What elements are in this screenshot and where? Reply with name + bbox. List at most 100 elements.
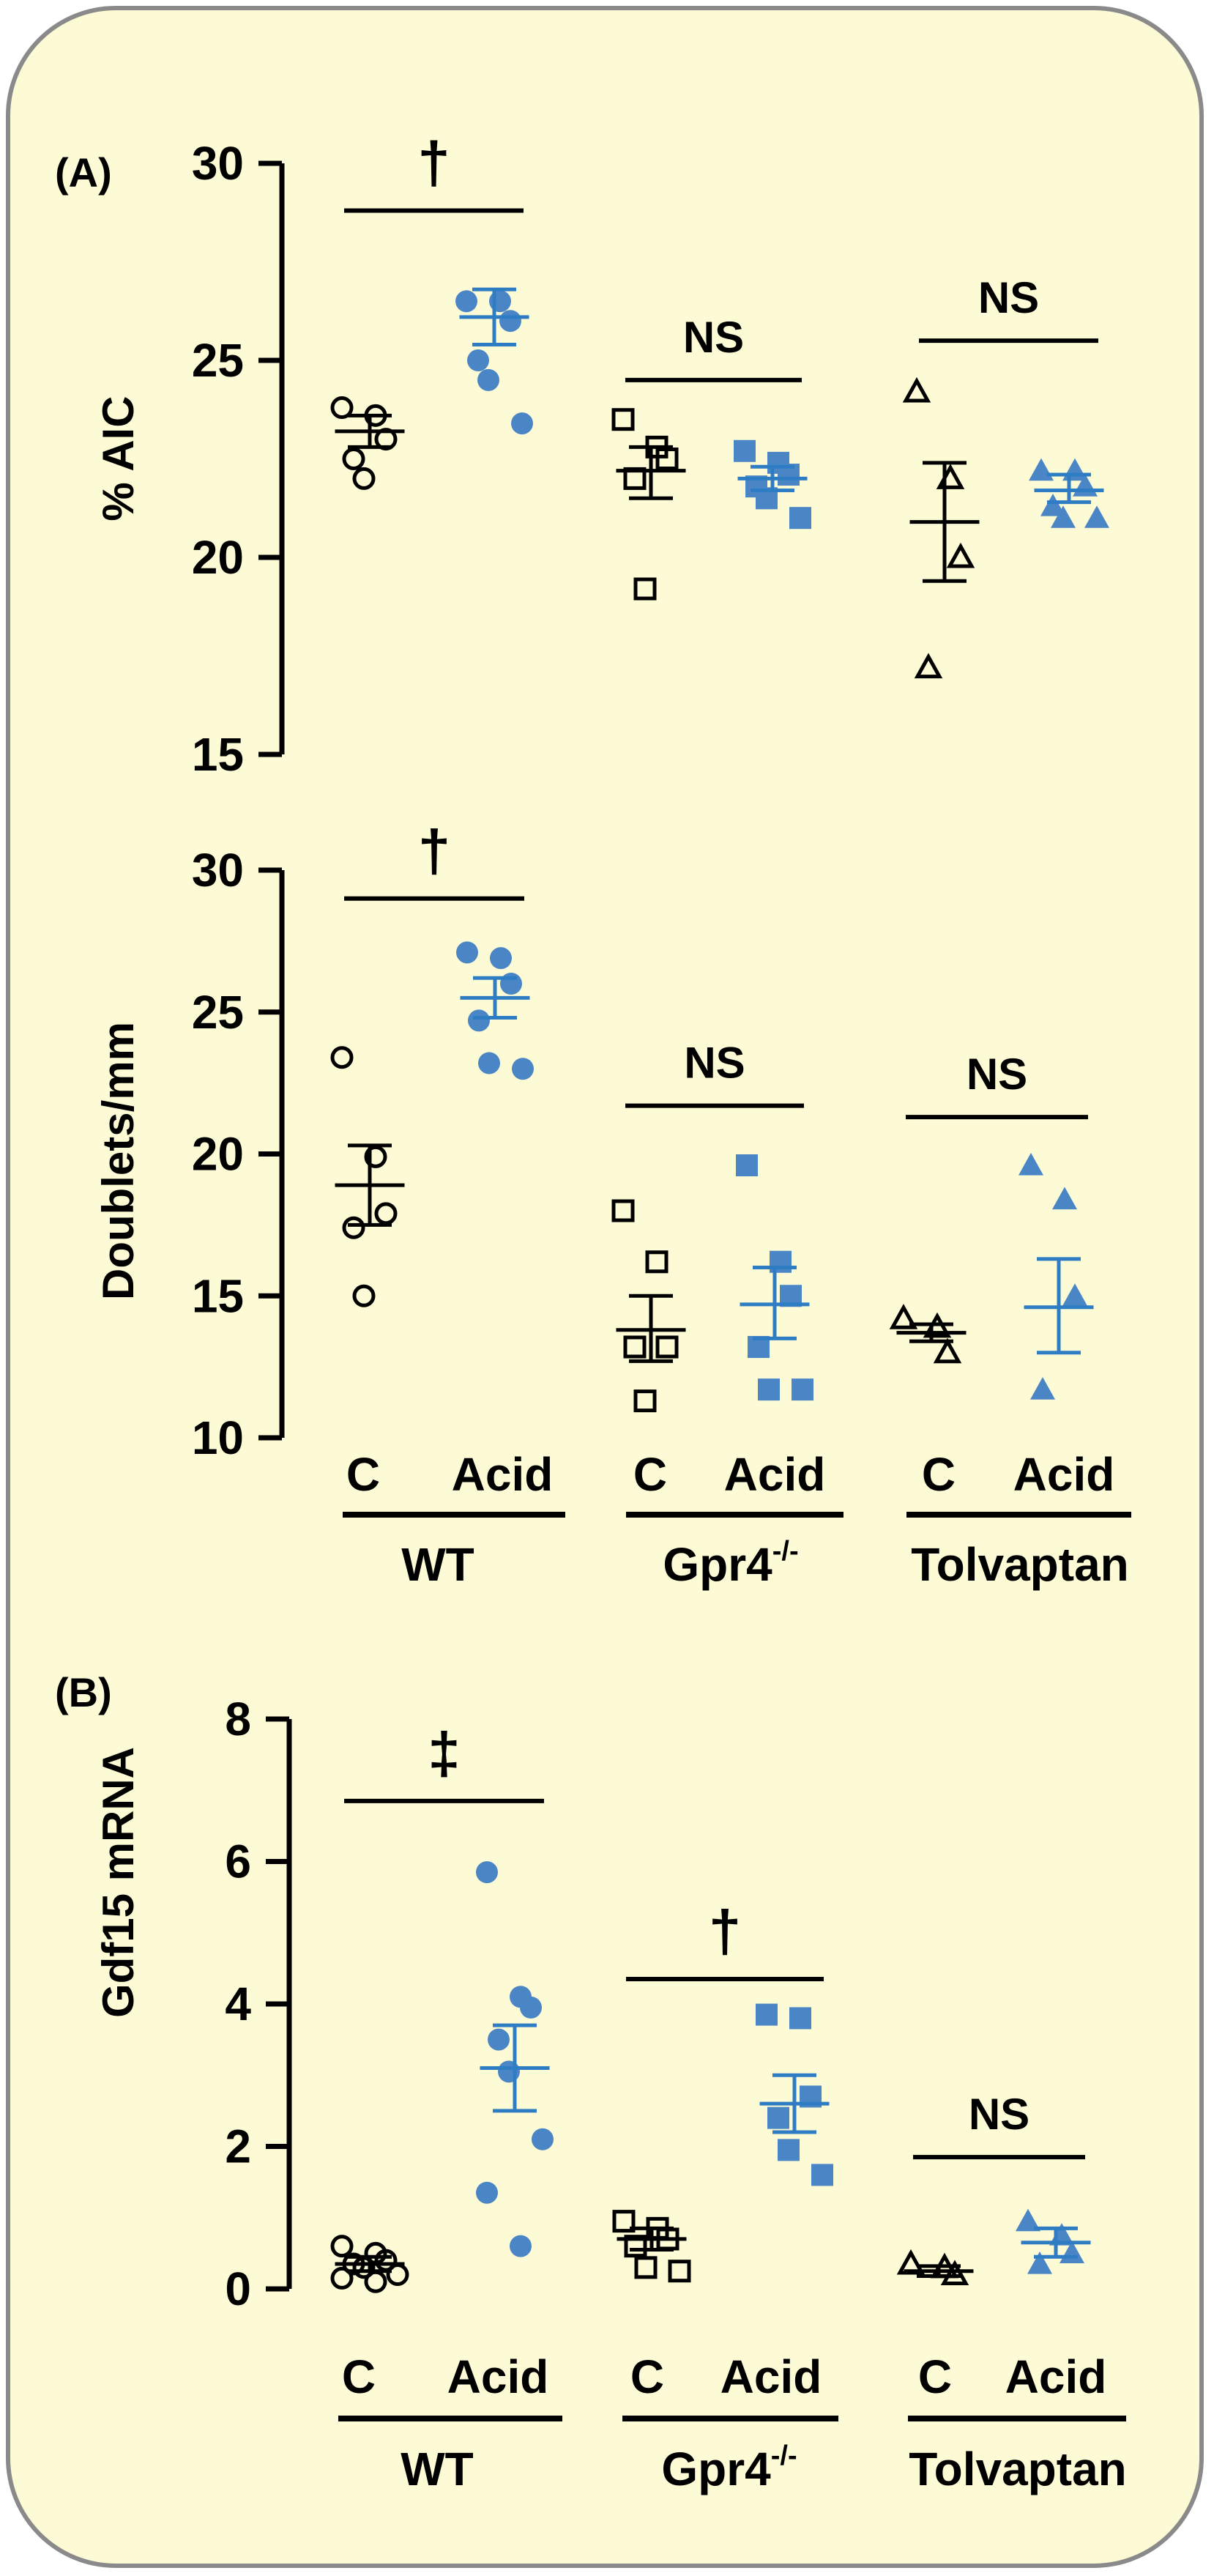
data-point-wt-acid: [478, 1052, 500, 1074]
data-point-wt-acid: [500, 973, 522, 995]
condition-label-acid-gpr4-b: Acid: [720, 2350, 822, 2403]
data-point-gpr4-c: [623, 1335, 647, 1359]
data-point-wt-acid: [511, 412, 533, 435]
significance-label-gpr4: †: [709, 1898, 742, 1964]
group-label-wt: WT: [401, 1538, 474, 1591]
data-point-wt-acid: [477, 368, 499, 391]
data-point-tolvaptan-acid: [1062, 1283, 1087, 1306]
data-point-tolvaptan-acid: [1052, 1187, 1077, 1210]
data-point-tolvaptan-c: [902, 376, 931, 403]
data-point-gpr4-acid: [758, 1378, 780, 1401]
panel-label-b: (B): [55, 1669, 112, 1715]
data-point-wt-acid: [476, 2181, 498, 2204]
data-point-wt-c: [330, 1046, 354, 1069]
condition-label-acid-wt: Acid: [452, 1448, 554, 1501]
condition-label-acid-tolvaptan: Acid: [1013, 1448, 1115, 1501]
data-point-gpr4-acid: [789, 2007, 811, 2030]
data-point-gpr4-acid: [792, 1378, 813, 1401]
data-point-wt-c: [374, 1202, 398, 1225]
data-point-gpr4-acid: [778, 2139, 800, 2161]
y-tick-label-4: 4: [225, 1978, 251, 2030]
significance-label-wt: †: [417, 130, 450, 196]
data-point-gpr4-c: [633, 1389, 657, 1413]
data-point-wt-acid: [510, 2235, 532, 2257]
significance-label-tolvaptan: NS: [978, 273, 1039, 322]
significance-label-gpr4: NS: [684, 1039, 745, 1088]
data-point-gpr4-c: [655, 448, 679, 470]
data-point-gpr4-c: [611, 1199, 635, 1222]
data-point-tolvaptan-c: [946, 542, 975, 568]
y-tick-label-30: 30: [192, 137, 244, 190]
y-tick-label-10: 10: [192, 1411, 244, 1464]
significance-label-gpr4: NS: [683, 313, 744, 362]
data-point-wt-acid: [488, 2028, 510, 2051]
group-label-gpr4-b-text: Gpr4: [661, 2443, 771, 2495]
category-labels-top: C Acid WT C Acid Gpr4-/- C Acid Tolvapta…: [343, 1448, 1131, 1591]
group-label-tolvaptan: Tolvaptan: [911, 1538, 1129, 1591]
data-point-tolvaptan-c: [889, 1304, 918, 1329]
condition-label-acid-wt-b: Acid: [447, 2350, 549, 2403]
data-point-wt-acid: [499, 310, 521, 333]
data-point-gpr4-c: [668, 2260, 691, 2283]
group-label-gpr4-b: Gpr4-/-: [661, 2440, 797, 2495]
y-axis-title-aic: % AIC: [94, 396, 143, 521]
data-point-tolvaptan-acid: [1030, 1377, 1055, 1400]
data-point-wt-c: [364, 2270, 387, 2293]
data-point-wt-acid: [455, 290, 477, 313]
group-label-gpr4-text: Gpr4: [663, 1538, 772, 1591]
data-point-wt-acid: [520, 1996, 542, 2019]
data-point-wt-c: [330, 396, 354, 420]
data-point-gpr4-acid: [756, 2003, 778, 2026]
group-label-tolvaptan-b: Tolvaptan: [909, 2443, 1127, 2495]
data-point-gpr4-c: [611, 408, 635, 431]
y-tick-label-25: 25: [192, 334, 244, 387]
data-point-gpr4-acid: [789, 507, 811, 530]
condition-label-acid-gpr4: Acid: [724, 1448, 826, 1501]
data-point-wt-acid: [490, 947, 512, 970]
group-label-gpr4: Gpr4-/-: [663, 1536, 798, 1591]
y-tick-label-15: 15: [192, 728, 244, 781]
condition-label-c-tolvaptan-b: C: [918, 2350, 952, 2403]
data-point-wt-c: [352, 1284, 376, 1307]
data-point-tolvaptan-acid: [1051, 505, 1076, 528]
data-point-wt-c: [342, 448, 365, 470]
data-point-wt-acid: [512, 1058, 534, 1080]
y-tick-label-6: 6: [225, 1836, 251, 1888]
group-label-gpr4-sup: -/-: [772, 1536, 799, 1567]
data-point-gpr4-acid: [736, 1154, 758, 1176]
y-tick-label-8: 8: [225, 1693, 251, 1745]
significance-label-wt: †: [418, 818, 451, 883]
data-point-wt-acid: [456, 941, 478, 964]
group-label-wt-b: WT: [401, 2443, 474, 2495]
y-tick-label-0: 0: [225, 2263, 251, 2315]
condition-label-c-wt: C: [346, 1448, 380, 1501]
data-point-tolvaptan-c: [940, 2260, 969, 2286]
data-point-gpr4-c: [645, 1250, 669, 1274]
data-point-wt-c: [342, 1216, 365, 1239]
y-tick-label-25: 25: [192, 986, 244, 1039]
data-point-gpr4-c: [612, 2210, 636, 2233]
data-point-gpr4-acid: [811, 2164, 833, 2186]
data-point-wt-c: [386, 2263, 409, 2287]
condition-label-acid-tolvaptan-b: Acid: [1005, 2350, 1107, 2403]
condition-label-c-wt-b: C: [342, 2350, 376, 2403]
y-tick-label-30: 30: [192, 844, 244, 897]
data-point-gpr4-c: [634, 2256, 658, 2279]
y-tick-label-2: 2: [225, 2120, 251, 2173]
data-point-wt-acid: [467, 349, 489, 371]
data-point-tolvaptan-c: [933, 1337, 962, 1364]
data-point-gpr4-c: [633, 577, 657, 601]
data-point-wt-acid: [532, 2128, 554, 2150]
group-label-gpr4-b-sup: -/-: [771, 2440, 797, 2471]
significance-label-tolvaptan: NS: [967, 1050, 1027, 1099]
data-point-tolvaptan-c: [914, 653, 943, 679]
data-point-tolvaptan-acid: [1019, 1153, 1043, 1176]
data-point-tolvaptan-acid: [1016, 2208, 1040, 2232]
data-point-tolvaptan-acid: [1040, 494, 1065, 516]
data-point-gpr4-c: [624, 2235, 647, 2258]
plots-layer: 15 20 25 30 † NS NS 10 15 20 25 30 † NS NS 0 2 4 6 8 ‡ † NS: [192, 130, 1109, 2315]
y-tick-label-15: 15: [192, 1269, 244, 1322]
condition-label-c-gpr4: C: [633, 1448, 667, 1501]
condition-label-c-gpr4-b: C: [630, 2350, 664, 2403]
